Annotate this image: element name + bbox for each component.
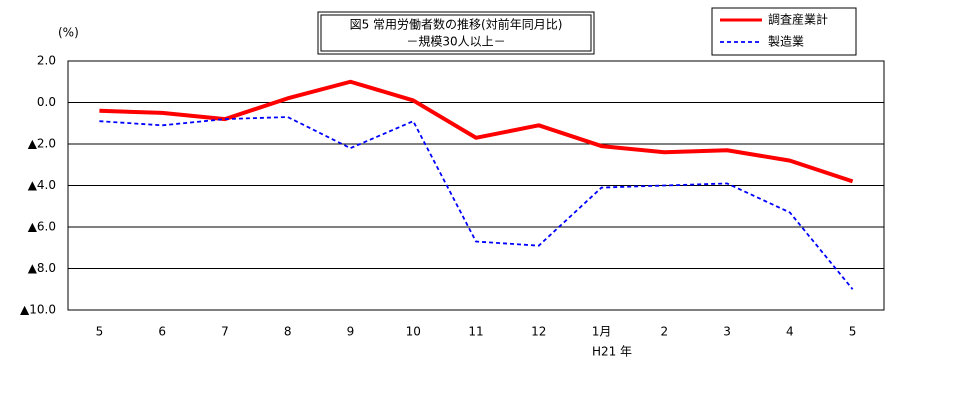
y-tick-label: ▲2.0 — [28, 137, 56, 151]
y-tick-label: ▲8.0 — [28, 261, 56, 275]
x-tick-label: 4 — [786, 325, 794, 339]
x-tick-label: 3 — [723, 325, 731, 339]
x-annotation: H21 年 — [592, 345, 632, 359]
chart-subtitle: －規模30人以上－ — [406, 34, 505, 49]
title-box-inner — [320, 14, 592, 52]
y-tick-label: ▲10.0 — [20, 303, 56, 317]
x-tick-label: 8 — [284, 325, 292, 339]
x-tick-label: 5 — [96, 325, 104, 339]
x-tick-label: 6 — [158, 325, 166, 339]
y-tick-label: 2.0 — [37, 54, 56, 68]
y-axis-label: (%) — [58, 26, 79, 40]
x-tick-label: 5 — [849, 325, 857, 339]
legend-label: 製造業 — [768, 35, 804, 49]
y-tick-label: ▲6.0 — [28, 220, 56, 234]
y-tick-label: 0.0 — [37, 95, 56, 109]
title-box — [317, 11, 595, 55]
x-tick-label: 10 — [406, 325, 421, 339]
y-tick-label: ▲4.0 — [28, 178, 56, 192]
series-line — [99, 116, 854, 290]
x-tick-label: 12 — [531, 325, 546, 339]
series-line — [99, 79, 854, 184]
chart-title: 図5 常用労働者数の推移(対前年同月比) — [350, 17, 563, 32]
legend-label: 調査産業計 — [768, 12, 828, 27]
x-tick-label: 9 — [347, 325, 355, 339]
x-tick-label: 2 — [660, 325, 668, 339]
x-tick-label: 7 — [221, 325, 229, 339]
legend-box — [711, 7, 857, 56]
x-tick-label: 1月 — [592, 325, 612, 339]
x-tick-label: 11 — [468, 325, 483, 339]
